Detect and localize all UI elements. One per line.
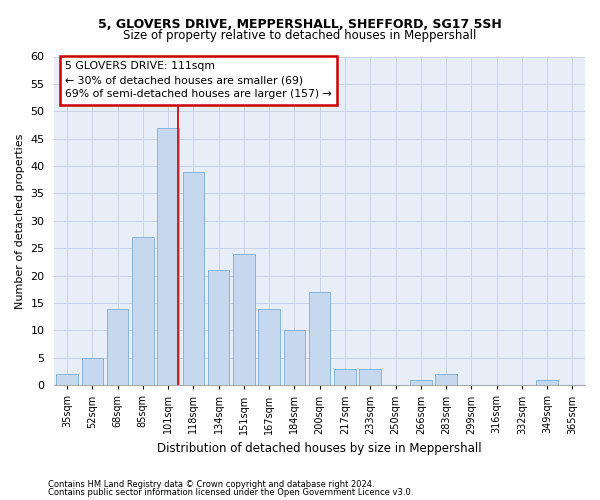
Bar xyxy=(284,330,305,386)
Y-axis label: Number of detached properties: Number of detached properties xyxy=(15,133,25,308)
X-axis label: Distribution of detached houses by size in Meppershall: Distribution of detached houses by size … xyxy=(157,442,482,455)
Text: Contains public sector information licensed under the Open Government Licence v3: Contains public sector information licen… xyxy=(48,488,413,497)
Bar xyxy=(208,270,229,386)
Text: 5 GLOVERS DRIVE: 111sqm
← 30% of detached houses are smaller (69)
69% of semi-de: 5 GLOVERS DRIVE: 111sqm ← 30% of detache… xyxy=(65,62,332,100)
Bar xyxy=(359,369,381,386)
Bar xyxy=(107,308,128,386)
Text: Size of property relative to detached houses in Meppershall: Size of property relative to detached ho… xyxy=(124,29,476,42)
Bar xyxy=(132,238,154,386)
Bar xyxy=(56,374,78,386)
Bar xyxy=(410,380,431,386)
Bar xyxy=(334,369,356,386)
Bar xyxy=(82,358,103,386)
Bar xyxy=(435,374,457,386)
Bar xyxy=(259,308,280,386)
Bar xyxy=(536,380,558,386)
Text: Contains HM Land Registry data © Crown copyright and database right 2024.: Contains HM Land Registry data © Crown c… xyxy=(48,480,374,489)
Bar xyxy=(233,254,254,386)
Bar xyxy=(157,128,179,386)
Bar xyxy=(309,292,331,386)
Bar xyxy=(182,172,204,386)
Text: 5, GLOVERS DRIVE, MEPPERSHALL, SHEFFORD, SG17 5SH: 5, GLOVERS DRIVE, MEPPERSHALL, SHEFFORD,… xyxy=(98,18,502,30)
